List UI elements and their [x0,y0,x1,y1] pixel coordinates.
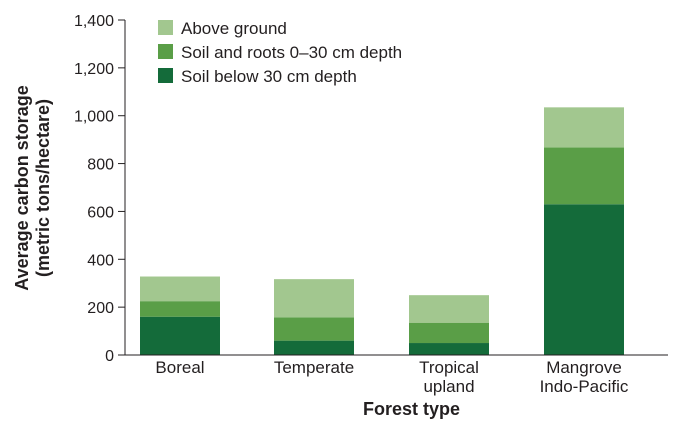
x-category-label: Temperate [274,358,354,377]
bar-segment [274,317,354,341]
bar-segment [409,322,489,344]
x-category-label-line: Boreal [155,358,204,377]
x-category-label: Tropical upland [419,358,479,396]
y-tick-label: 0 [105,348,114,365]
y-axis-title: Average carbon storage (metric tons/hecta… [12,85,53,290]
x-axis-title: Forest type [363,399,460,419]
bar-segment [140,276,220,302]
x-category-label-line: Indo-Pacific [540,377,629,396]
bars [140,107,624,355]
axes [124,20,668,356]
y-axis-ticks: 0 200 400 600 800 1,000 1,200 1,400 [74,13,125,365]
x-axis-category-labels: Boreal Temperate Tropical upland Mangrove Ind… [155,358,628,396]
y-tick-label: 600 [87,204,114,221]
x-category-label-line: upland [423,377,474,396]
y-tick-label: 200 [87,300,114,317]
y-tick-label: 1,200 [74,61,114,78]
bar-segment [544,107,624,148]
y-tick-label: 1,000 [74,109,114,126]
y-tick-label: 1,400 [74,13,114,30]
bar-segment [544,147,624,205]
legend: Above ground Soil and roots 0–30 cm depth… [158,19,402,86]
x-category-label-line: Temperate [274,358,354,377]
x-category-label-line: Tropical [419,358,479,377]
bar-segment [274,279,354,318]
bar-segment [274,340,354,355]
legend-label: Soil and roots 0–30 cm depth [181,43,402,62]
bar-segment [544,204,624,355]
y-axis-title-line: Average carbon storage [12,85,32,290]
y-tick-label: 800 [87,157,114,174]
bar-segment [409,343,489,355]
bar-segment [140,301,220,317]
x-category-label: Mangrove Indo-Pacific [540,358,629,396]
legend-swatch [158,44,173,59]
legend-swatch [158,20,173,35]
legend-label: Above ground [181,19,287,38]
y-axis-title-line: (metric tons/hectare) [33,99,53,277]
legend-swatch [158,68,173,83]
bar-segment [140,316,220,355]
x-category-label: Boreal [155,358,204,377]
bar-segment [409,295,489,323]
legend-label: Soil below 30 cm depth [181,67,357,86]
y-tick-label: 400 [87,252,114,269]
x-category-label-line: Mangrove [546,358,622,377]
